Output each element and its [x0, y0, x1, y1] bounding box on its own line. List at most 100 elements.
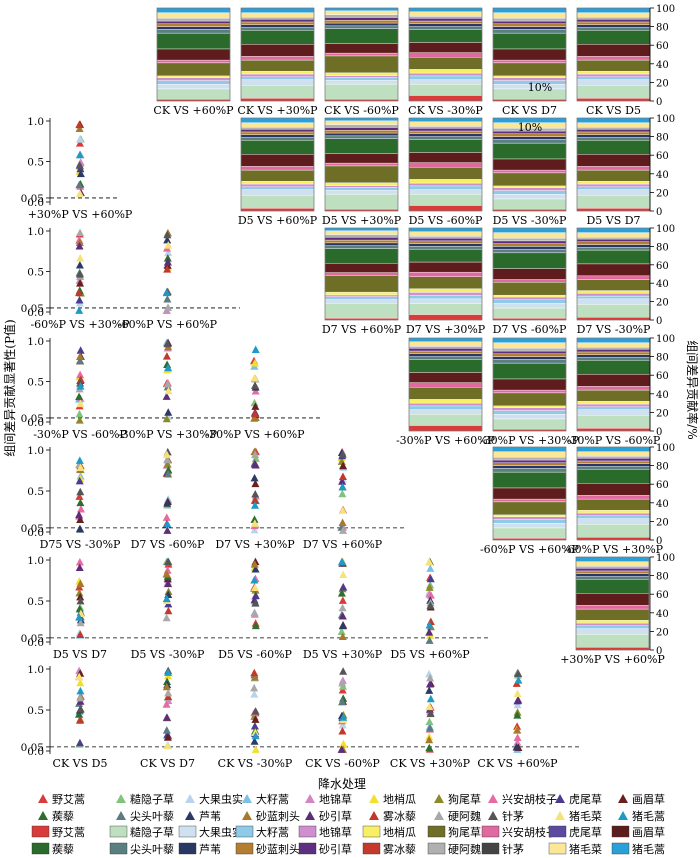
bar-axis-tick-label: 40: [656, 60, 669, 71]
scatter-point: [162, 450, 171, 458]
scatter-tick-label: CK VS D7: [140, 757, 195, 770]
bar-segment: [576, 290, 651, 294]
scatter-point: [76, 704, 85, 713]
scatter-point: [338, 472, 347, 480]
scatter-axis-tick-label: 0.05: [21, 193, 44, 205]
legend-item-triangle: 蒺藜: [38, 810, 74, 823]
scatter-point: [513, 689, 522, 698]
scatter-point: [75, 241, 84, 250]
bar-segment: [576, 181, 651, 185]
legend-rect-swatch: [178, 825, 197, 838]
bar-segment: [324, 299, 399, 304]
legend-item-rect: 砂引草: [298, 842, 352, 856]
bar-axis-tick-label: 100: [656, 4, 675, 15]
bar-tick-label: D7 VS +60%P: [322, 323, 402, 336]
scatter-point: [338, 726, 347, 735]
bar-outline: [492, 7, 567, 102]
bar-segment: [492, 268, 567, 280]
scatter-point: [513, 711, 522, 719]
bottom-axis-title: 降水处理: [318, 777, 366, 791]
bar-segment: [492, 232, 567, 239]
bar-segment: [576, 44, 651, 57]
legend-label: 画眉草: [632, 793, 665, 806]
bar-segment: [240, 27, 315, 31]
bar-panel-row-2: D5 VS +60%P D5 VS +30%P D5 VS -60%P D5 VS -…: [238, 114, 675, 227]
scatter-point: [76, 253, 85, 262]
legend-item-triangle: 糙隐子草: [116, 792, 174, 806]
scatter-axis-tick-label: 1.0: [27, 445, 44, 457]
bar-segment: [240, 154, 315, 167]
bar-segment: [240, 7, 315, 13]
bar-segment: [324, 234, 399, 238]
bar-panel-row-6: +30%P VS +60%P 100 80 60 40 20 0: [560, 553, 675, 666]
bar-segment: [492, 468, 567, 473]
scatter-point: [514, 696, 523, 704]
scatter-point: [250, 525, 259, 534]
scatter-point: [251, 715, 260, 723]
bar-segment: [408, 72, 483, 77]
scatter-point: [339, 667, 348, 675]
bar-segment: [492, 519, 567, 524]
scatter-point: [425, 628, 434, 636]
bar-segment: [492, 282, 567, 296]
legend-label: 野艾蒿: [52, 826, 85, 839]
scatter-point: [163, 499, 172, 507]
bar-axis-tick-label: 0: [656, 97, 662, 108]
scatter-point: [337, 557, 346, 566]
scatter-point: [251, 501, 260, 509]
bar-segment: [576, 446, 651, 452]
legend-label: 猪毛蒿: [632, 843, 665, 856]
bar-segment: [408, 121, 483, 127]
scatter-tick-label: D5 VS +30%P: [303, 648, 383, 661]
scatter-point: [425, 583, 434, 591]
scatter-point: [76, 346, 85, 354]
bar-segment: [576, 137, 651, 141]
scatter-axis-tick-label: 0.5: [27, 596, 44, 608]
bar-segment: [408, 69, 483, 74]
scatter-point: [162, 682, 171, 691]
bar-segment: [324, 245, 399, 249]
bar-segment: [492, 498, 567, 503]
bar-tick-label: -30%P VS +30%P: [480, 434, 580, 447]
bar-segment: [575, 556, 650, 562]
scatter-point: [76, 630, 85, 639]
bar-segment: [324, 25, 399, 29]
bar-outline: [575, 556, 650, 651]
bar-segment: [324, 138, 399, 154]
scatter-point: [338, 632, 347, 640]
scatter-panel-row-6: 1.0 0.5 0.050.0 CK VS D5 CK VS D7 CK VS -30%P…: [21, 664, 580, 770]
bar-axis-tick-label: 40: [656, 279, 669, 290]
legend-rect-swatch: [481, 842, 500, 855]
right-axis-title: 组间差异贡献率/%: [685, 340, 700, 439]
legend-label: 大果虫实: [199, 792, 243, 806]
bar-axis-tick-label: 60: [656, 261, 669, 272]
scatter-point: [339, 570, 348, 578]
bar-segment: [408, 133, 483, 137]
bar-segment: [576, 374, 651, 387]
bar-segment: [492, 465, 567, 469]
bar-segment: [492, 353, 567, 357]
bar-segment: [156, 80, 231, 85]
legend-item-triangle: 大籽蒿: [242, 792, 289, 806]
bar-axis-tick-label: 40: [656, 609, 669, 620]
scatter-point: [162, 713, 171, 721]
bar-segment: [576, 84, 651, 99]
bar-segment: [324, 10, 399, 15]
bar-segment: [408, 117, 483, 122]
legend-rect-swatch: [235, 842, 254, 855]
bar-segment: [408, 75, 483, 80]
bar-segment: [408, 261, 483, 273]
scatter-point: [425, 620, 434, 629]
scatter-point: [425, 735, 434, 744]
scatter-point: [162, 594, 171, 603]
bar-segment: [324, 291, 399, 296]
scatter-point: [75, 409, 84, 418]
legend-item-rect: 猪毛菜: [548, 842, 602, 856]
scatter-point: [250, 473, 259, 482]
scatter-point: [75, 260, 84, 269]
legend-label: 砂蓝刺头: [256, 843, 300, 856]
legend-item-rect: 蒺藜: [31, 842, 74, 856]
bar-segment: [575, 608, 650, 621]
scatter-point: [75, 738, 84, 747]
bar-segment: [576, 483, 651, 496]
